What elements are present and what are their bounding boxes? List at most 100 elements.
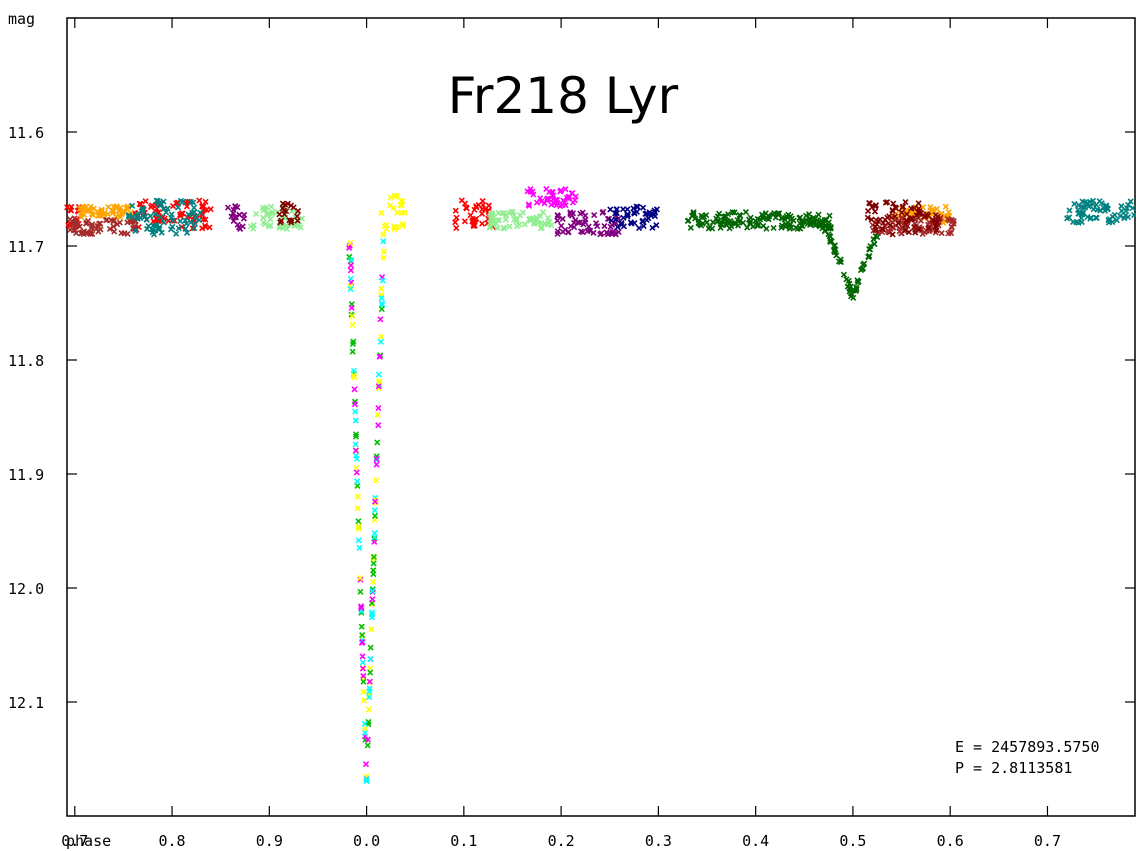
data-point xyxy=(543,196,551,203)
data-point xyxy=(378,305,385,313)
data-point xyxy=(577,210,584,217)
data-point xyxy=(772,214,779,221)
data-point xyxy=(357,576,364,583)
data-point xyxy=(105,203,112,211)
data-point xyxy=(375,371,382,378)
data-point xyxy=(89,210,96,218)
data-point xyxy=(379,300,386,307)
data-point xyxy=(67,206,74,213)
data-point xyxy=(807,221,814,228)
data-point xyxy=(458,197,465,204)
data-point xyxy=(187,219,194,226)
data-point xyxy=(546,219,553,226)
data-point xyxy=(624,206,631,213)
data-point xyxy=(1125,213,1132,221)
data-point xyxy=(797,214,804,221)
data-point xyxy=(196,197,203,204)
data-point xyxy=(367,669,374,676)
data-point xyxy=(377,316,384,323)
data-point xyxy=(539,209,547,216)
data-point xyxy=(399,221,406,228)
data-point xyxy=(352,433,360,440)
data-point xyxy=(355,518,362,525)
data-point xyxy=(268,203,275,210)
data-point xyxy=(114,221,121,228)
data-point xyxy=(938,230,945,237)
data-point xyxy=(864,214,871,221)
data-point xyxy=(1127,198,1134,205)
data-point xyxy=(376,378,383,385)
data-point xyxy=(73,218,80,226)
data-point xyxy=(902,221,910,228)
data-point xyxy=(716,210,723,217)
data-point xyxy=(1087,215,1094,222)
data-point xyxy=(559,215,566,222)
data-point xyxy=(352,441,359,448)
data-point xyxy=(908,216,915,223)
period-annotation: P = 2.8113581 xyxy=(955,759,1072,777)
data-point xyxy=(624,213,631,220)
data-point xyxy=(347,240,354,247)
data-point xyxy=(613,210,620,217)
data-point xyxy=(375,405,382,412)
x-tick-label: 0.3 xyxy=(645,832,672,850)
data-point xyxy=(371,507,378,514)
data-point xyxy=(1079,198,1086,205)
data-point xyxy=(347,285,354,292)
data-point xyxy=(938,210,945,217)
data-point xyxy=(887,222,894,229)
data-point xyxy=(349,348,356,355)
data-point xyxy=(925,226,932,233)
data-point xyxy=(567,209,574,216)
data-point xyxy=(774,210,781,217)
data-point xyxy=(349,321,356,328)
data-point xyxy=(353,455,360,462)
data-point xyxy=(102,217,110,224)
data-point xyxy=(898,209,905,216)
data-point xyxy=(207,206,214,213)
data-point xyxy=(364,736,371,743)
data-point xyxy=(569,199,577,206)
data-point xyxy=(554,228,561,235)
data-point xyxy=(597,231,604,238)
data-point xyxy=(835,258,843,265)
data-point xyxy=(352,417,359,424)
data-point xyxy=(129,202,136,209)
data-point xyxy=(788,215,795,222)
data-point xyxy=(782,220,790,228)
data-point xyxy=(896,228,903,235)
data-point xyxy=(123,204,130,211)
data-point xyxy=(538,198,545,205)
plot-frame xyxy=(66,17,1136,817)
data-point xyxy=(857,266,865,274)
data-point xyxy=(358,623,365,630)
data-point xyxy=(370,560,377,567)
y-tick-labels: 11.6 11.7 11.8 11.9 12.0 12.1 xyxy=(8,124,44,712)
data-point xyxy=(359,631,366,639)
data-point xyxy=(873,221,880,228)
chart-title: Fr218 Lyr xyxy=(448,67,679,125)
data-point xyxy=(635,224,643,232)
data-point xyxy=(903,211,910,218)
data-point xyxy=(182,225,189,232)
data-point xyxy=(607,223,614,230)
data-point xyxy=(142,198,149,205)
data-point xyxy=(177,213,184,220)
data-point xyxy=(375,422,382,429)
data-point xyxy=(359,638,366,645)
data-point xyxy=(470,222,477,230)
data-point xyxy=(129,213,137,220)
data-point xyxy=(562,186,569,193)
data-point xyxy=(852,287,860,294)
data-point xyxy=(79,229,86,236)
data-point xyxy=(360,672,367,679)
data-point xyxy=(375,383,382,390)
data-point xyxy=(649,224,656,231)
data-point xyxy=(132,227,139,235)
data-point xyxy=(817,220,824,227)
data-point xyxy=(548,222,555,229)
data-point xyxy=(129,218,136,225)
data-point xyxy=(357,603,365,610)
data-point xyxy=(185,211,192,218)
data-point xyxy=(67,216,74,223)
